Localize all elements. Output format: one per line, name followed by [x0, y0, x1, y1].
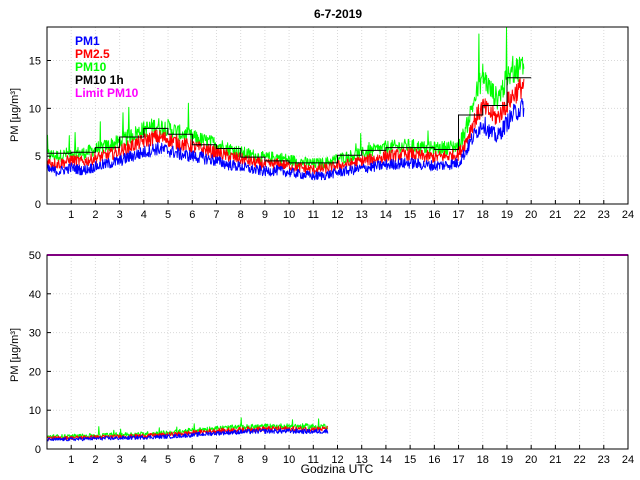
bottom-x-tick-label: 10 — [283, 454, 295, 466]
top-x-tick-label: 13 — [356, 209, 368, 221]
bottom-x-axis: 1 2 3 4 5 6 7 8 9 10 11 12 13 14 15 16 17 18 19 20 21 22 23 24 — [68, 445, 634, 466]
top-series-pm1 — [46, 98, 525, 181]
bottom-y-axis-label: PM [µg/m³] — [9, 328, 21, 382]
top-x-tick-label: 18 — [477, 209, 489, 221]
bottom-y-tick-label: 0 — [35, 444, 41, 456]
top-series-pm10 — [46, 27, 525, 169]
legend-pm10-1h: PM10 1h — [75, 73, 124, 87]
bottom-x-tick-label: 9 — [262, 454, 268, 466]
legend-pm25: PM2.5 — [75, 47, 110, 61]
top-x-tick-label: 24 — [622, 209, 634, 221]
chart-title: 6-7-2019 — [314, 7, 362, 21]
top-y-tick-label: 0 — [35, 199, 41, 211]
legend-pm1: PM1 — [75, 34, 100, 48]
legend-limit-pm10: Limit PM10 — [75, 86, 139, 100]
bottom-x-tick-label: 7 — [213, 454, 219, 466]
top-y-axis: 0 5 10 15 — [29, 55, 51, 211]
bottom-x-tick-label: 11 — [308, 454, 319, 466]
bottom-x-tick-label: 2 — [92, 454, 98, 466]
bottom-x-tick-label: 6 — [189, 454, 195, 466]
bottom-x-tick-label: 13 — [356, 454, 368, 466]
bottom-y-tick-label: 20 — [29, 366, 41, 378]
bottom-y-tick-label: 40 — [29, 289, 41, 301]
top-x-tick-label: 17 — [452, 209, 464, 221]
top-y-tick-label: 10 — [29, 103, 41, 115]
bottom-series-pm1 — [46, 428, 329, 442]
bottom-x-tick-label: 5 — [165, 454, 171, 466]
top-x-tick-label: 4 — [141, 209, 147, 221]
bottom-x-tick-label: 14 — [380, 454, 392, 466]
x-axis-label: Godzina UTC — [301, 462, 374, 476]
bottom-series-pm2-5 — [46, 425, 329, 441]
top-x-tick-label: 7 — [213, 209, 219, 221]
bottom-x-tick-label: 15 — [404, 454, 416, 466]
top-x-axis: 1 2 3 4 5 6 7 8 9 10 11 12 13 14 15 16 17 18 19 20 21 22 23 24 — [68, 200, 634, 221]
top-x-tick-label: 14 — [380, 209, 392, 221]
bottom-x-tick-label: 3 — [117, 454, 123, 466]
top-x-tick-label: 19 — [501, 209, 513, 221]
top-x-tick-label: 22 — [573, 209, 585, 221]
bottom-x-tick-label: 19 — [501, 454, 513, 466]
bottom-y-tick-label: 50 — [29, 250, 41, 262]
top-series-pm10-1h — [47, 77, 532, 164]
bottom-x-tick-label: 16 — [428, 454, 440, 466]
bottom-x-tick-label: 8 — [238, 454, 244, 466]
top-x-tick-label: 3 — [117, 209, 123, 221]
top-y-tick-label: 15 — [29, 55, 41, 67]
top-x-tick-label: 12 — [331, 209, 343, 221]
bottom-x-tick-label: 23 — [598, 454, 610, 466]
top-x-tick-label: 10 — [283, 209, 295, 221]
top-y-tick-label: 5 — [35, 151, 41, 163]
bottom-x-tick-label: 1 — [68, 454, 74, 466]
top-x-tick-label: 6 — [189, 209, 195, 221]
top-x-tick-label: 15 — [404, 209, 416, 221]
top-x-tick-label: 5 — [165, 209, 171, 221]
bottom-x-tick-label: 24 — [622, 454, 634, 466]
bottom-y-tick-label: 30 — [29, 328, 41, 340]
top-x-tick-label: 16 — [428, 209, 440, 221]
bottom-x-tick-label: 21 — [549, 454, 561, 466]
bottom-y-axis: 0 10 20 30 40 50 — [29, 250, 51, 456]
top-x-tick-label: 2 — [92, 209, 98, 221]
bottom-y-tick-label: 10 — [29, 405, 41, 417]
bottom-x-tick-label: 17 — [452, 454, 464, 466]
top-x-tick-label: 9 — [262, 209, 268, 221]
bottom-x-tick-label: 12 — [331, 454, 343, 466]
bottom-x-tick-label: 22 — [573, 454, 585, 466]
top-x-tick-label: 8 — [238, 209, 244, 221]
bottom-x-tick-label: 20 — [525, 454, 537, 466]
bottom-x-tick-label: 18 — [477, 454, 489, 466]
top-x-tick-label: 20 — [525, 209, 537, 221]
top-x-tick-label: 1 — [68, 209, 74, 221]
top-y-axis-label: PM [µg/m³] — [9, 88, 21, 142]
top-series-group — [46, 27, 532, 181]
bottom-x-tick-label: 4 — [141, 454, 147, 466]
top-x-tick-label: 11 — [308, 209, 319, 221]
top-series-pm2-5 — [46, 77, 525, 175]
legend-pm10: PM10 — [75, 60, 107, 74]
top-x-tick-label: 23 — [598, 209, 610, 221]
top-x-tick-label: 21 — [549, 209, 561, 221]
legend: PM1 PM2.5 PM10 PM10 1h Limit PM10 — [75, 34, 139, 100]
